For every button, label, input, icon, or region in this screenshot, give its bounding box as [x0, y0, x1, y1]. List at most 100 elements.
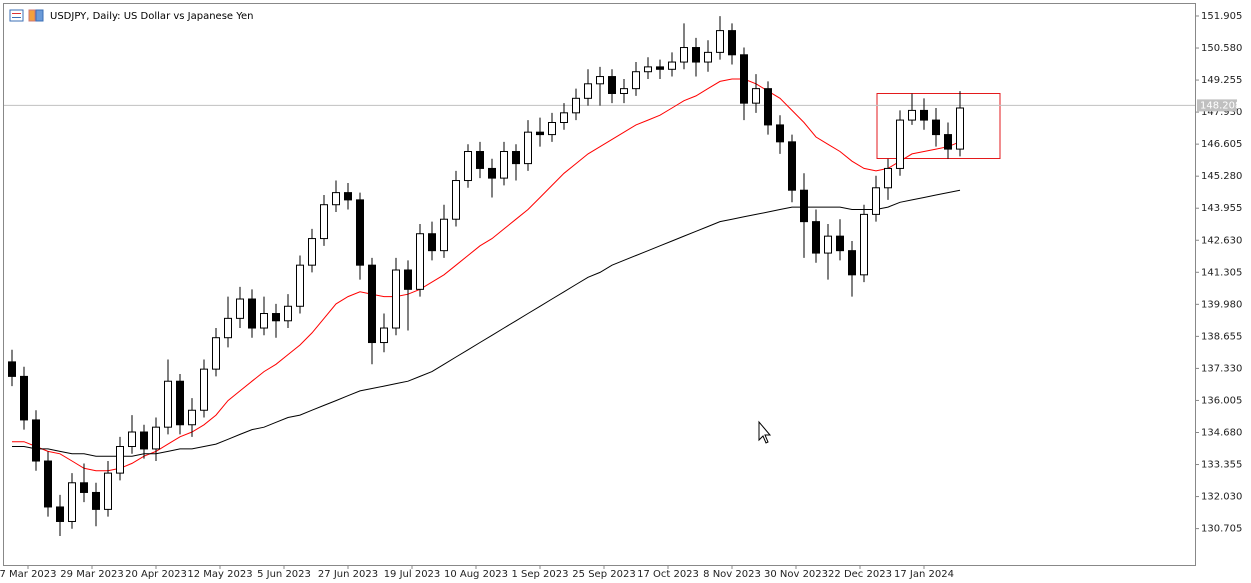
candle-body: [32, 419, 40, 462]
candle-body: [380, 327, 388, 344]
candle-body: [140, 431, 148, 450]
candle-body: [296, 264, 304, 307]
candle-body: [560, 112, 568, 123]
candle-body: [668, 61, 676, 70]
x-tick-label: 30 Nov 2023: [764, 569, 828, 580]
y-tick-label: 143.955: [1201, 203, 1242, 214]
candle-body: [548, 121, 556, 136]
candle-body: [368, 264, 376, 344]
moving-average: [12, 78, 961, 472]
candle-body: [356, 199, 364, 266]
candle-body: [92, 491, 100, 510]
x-tick-label: 19 Jul 2023: [384, 569, 441, 580]
candle-body: [44, 460, 52, 508]
candle-body: [500, 151, 508, 179]
x-tick-label: 25 Sep 2023: [572, 569, 635, 580]
y-tick-label: 137.330: [1201, 363, 1242, 374]
candle-body: [8, 361, 16, 377]
candle-body: [644, 66, 652, 73]
y-tick-label: 134.680: [1201, 427, 1242, 438]
y-tick-label: 138.655: [1201, 331, 1242, 342]
candle-body: [272, 313, 280, 322]
y-tick-label: 149.255: [1201, 75, 1242, 86]
candle-body: [872, 187, 880, 215]
candle-body: [932, 119, 940, 136]
y-tick-label: 139.980: [1201, 299, 1242, 310]
y-tick-label: 142.630: [1201, 235, 1242, 246]
candle-body: [344, 192, 352, 201]
x-tick-label: 8 Nov 2023: [703, 569, 761, 580]
candle-body: [920, 109, 928, 121]
x-tick-label: 27 Jun 2023: [318, 569, 378, 580]
candle-body: [800, 189, 808, 223]
y-tick-label: 133.355: [1201, 460, 1242, 471]
candle-body: [656, 66, 664, 70]
x-tick-label: 17 Oct 2023: [637, 569, 699, 580]
candle-body: [308, 238, 316, 266]
candle-body: [152, 426, 160, 450]
candle-body: [212, 337, 220, 370]
candle-body: [236, 298, 244, 319]
candle-body: [116, 446, 124, 474]
candle-body: [716, 30, 724, 53]
mouse-cursor: [758, 420, 772, 444]
x-tick-label: 20 Apr 2023: [125, 569, 187, 580]
candle-body: [788, 141, 796, 191]
candle-body: [848, 250, 856, 276]
candle-body: [836, 235, 844, 252]
y-tick-label: 145.280: [1201, 171, 1242, 182]
candle-body: [320, 204, 328, 240]
candle-body: [584, 83, 592, 99]
x-tick-label: 29 Mar 2023: [60, 569, 123, 580]
candle-body: [860, 213, 868, 276]
y-tick-label: 141.305: [1201, 267, 1242, 278]
candle-body: [200, 368, 208, 411]
candle-body: [536, 131, 544, 136]
candle-body: [620, 88, 628, 94]
candle-body: [896, 119, 904, 169]
last-price-box: [1197, 99, 1237, 112]
candle-body: [680, 47, 688, 63]
x-tick-label: 17 Jan 2024: [894, 569, 954, 580]
candle-body: [728, 30, 736, 56]
candle-body: [764, 88, 772, 126]
candle-body: [908, 109, 916, 121]
candle-body: [740, 54, 748, 104]
candle-body: [752, 88, 760, 104]
x-tick-label: 22 Dec 2023: [828, 569, 892, 580]
candle-body: [224, 317, 232, 339]
candle-body: [812, 221, 820, 254]
candle-body: [188, 409, 196, 426]
candle-body: [776, 124, 784, 143]
candle-body: [260, 313, 268, 329]
highlight-box: [876, 93, 1001, 159]
last-price-label: 148.208: [1200, 100, 1241, 111]
y-tick-label: 136.005: [1201, 395, 1242, 406]
candle-body: [512, 151, 520, 165]
candle-body: [20, 375, 28, 421]
candle-body: [392, 269, 400, 329]
y-tick-label: 150.580: [1201, 43, 1242, 54]
candle-body: [572, 97, 580, 114]
y-tick-label: 132.030: [1201, 492, 1242, 503]
y-tick-label: 146.605: [1201, 139, 1242, 150]
candle-body: [944, 134, 952, 150]
x-tick-label: 5 Jun 2023: [257, 569, 311, 580]
candle-body: [476, 151, 484, 169]
candle-body: [452, 180, 460, 220]
candle-body: [176, 380, 184, 426]
candle-body: [524, 131, 532, 165]
candle-body: [404, 269, 412, 290]
candle-body: [284, 305, 292, 322]
candle-body: [428, 233, 436, 252]
candle-body: [824, 235, 832, 254]
candle-body: [488, 167, 496, 179]
x-tick-label: 12 May 2023: [187, 569, 252, 580]
candle-body: [416, 233, 424, 290]
icon: [35, 9, 44, 22]
candle-body: [332, 192, 340, 206]
y-tick-label: 147.930: [1201, 107, 1242, 118]
candle-body: [692, 47, 700, 63]
